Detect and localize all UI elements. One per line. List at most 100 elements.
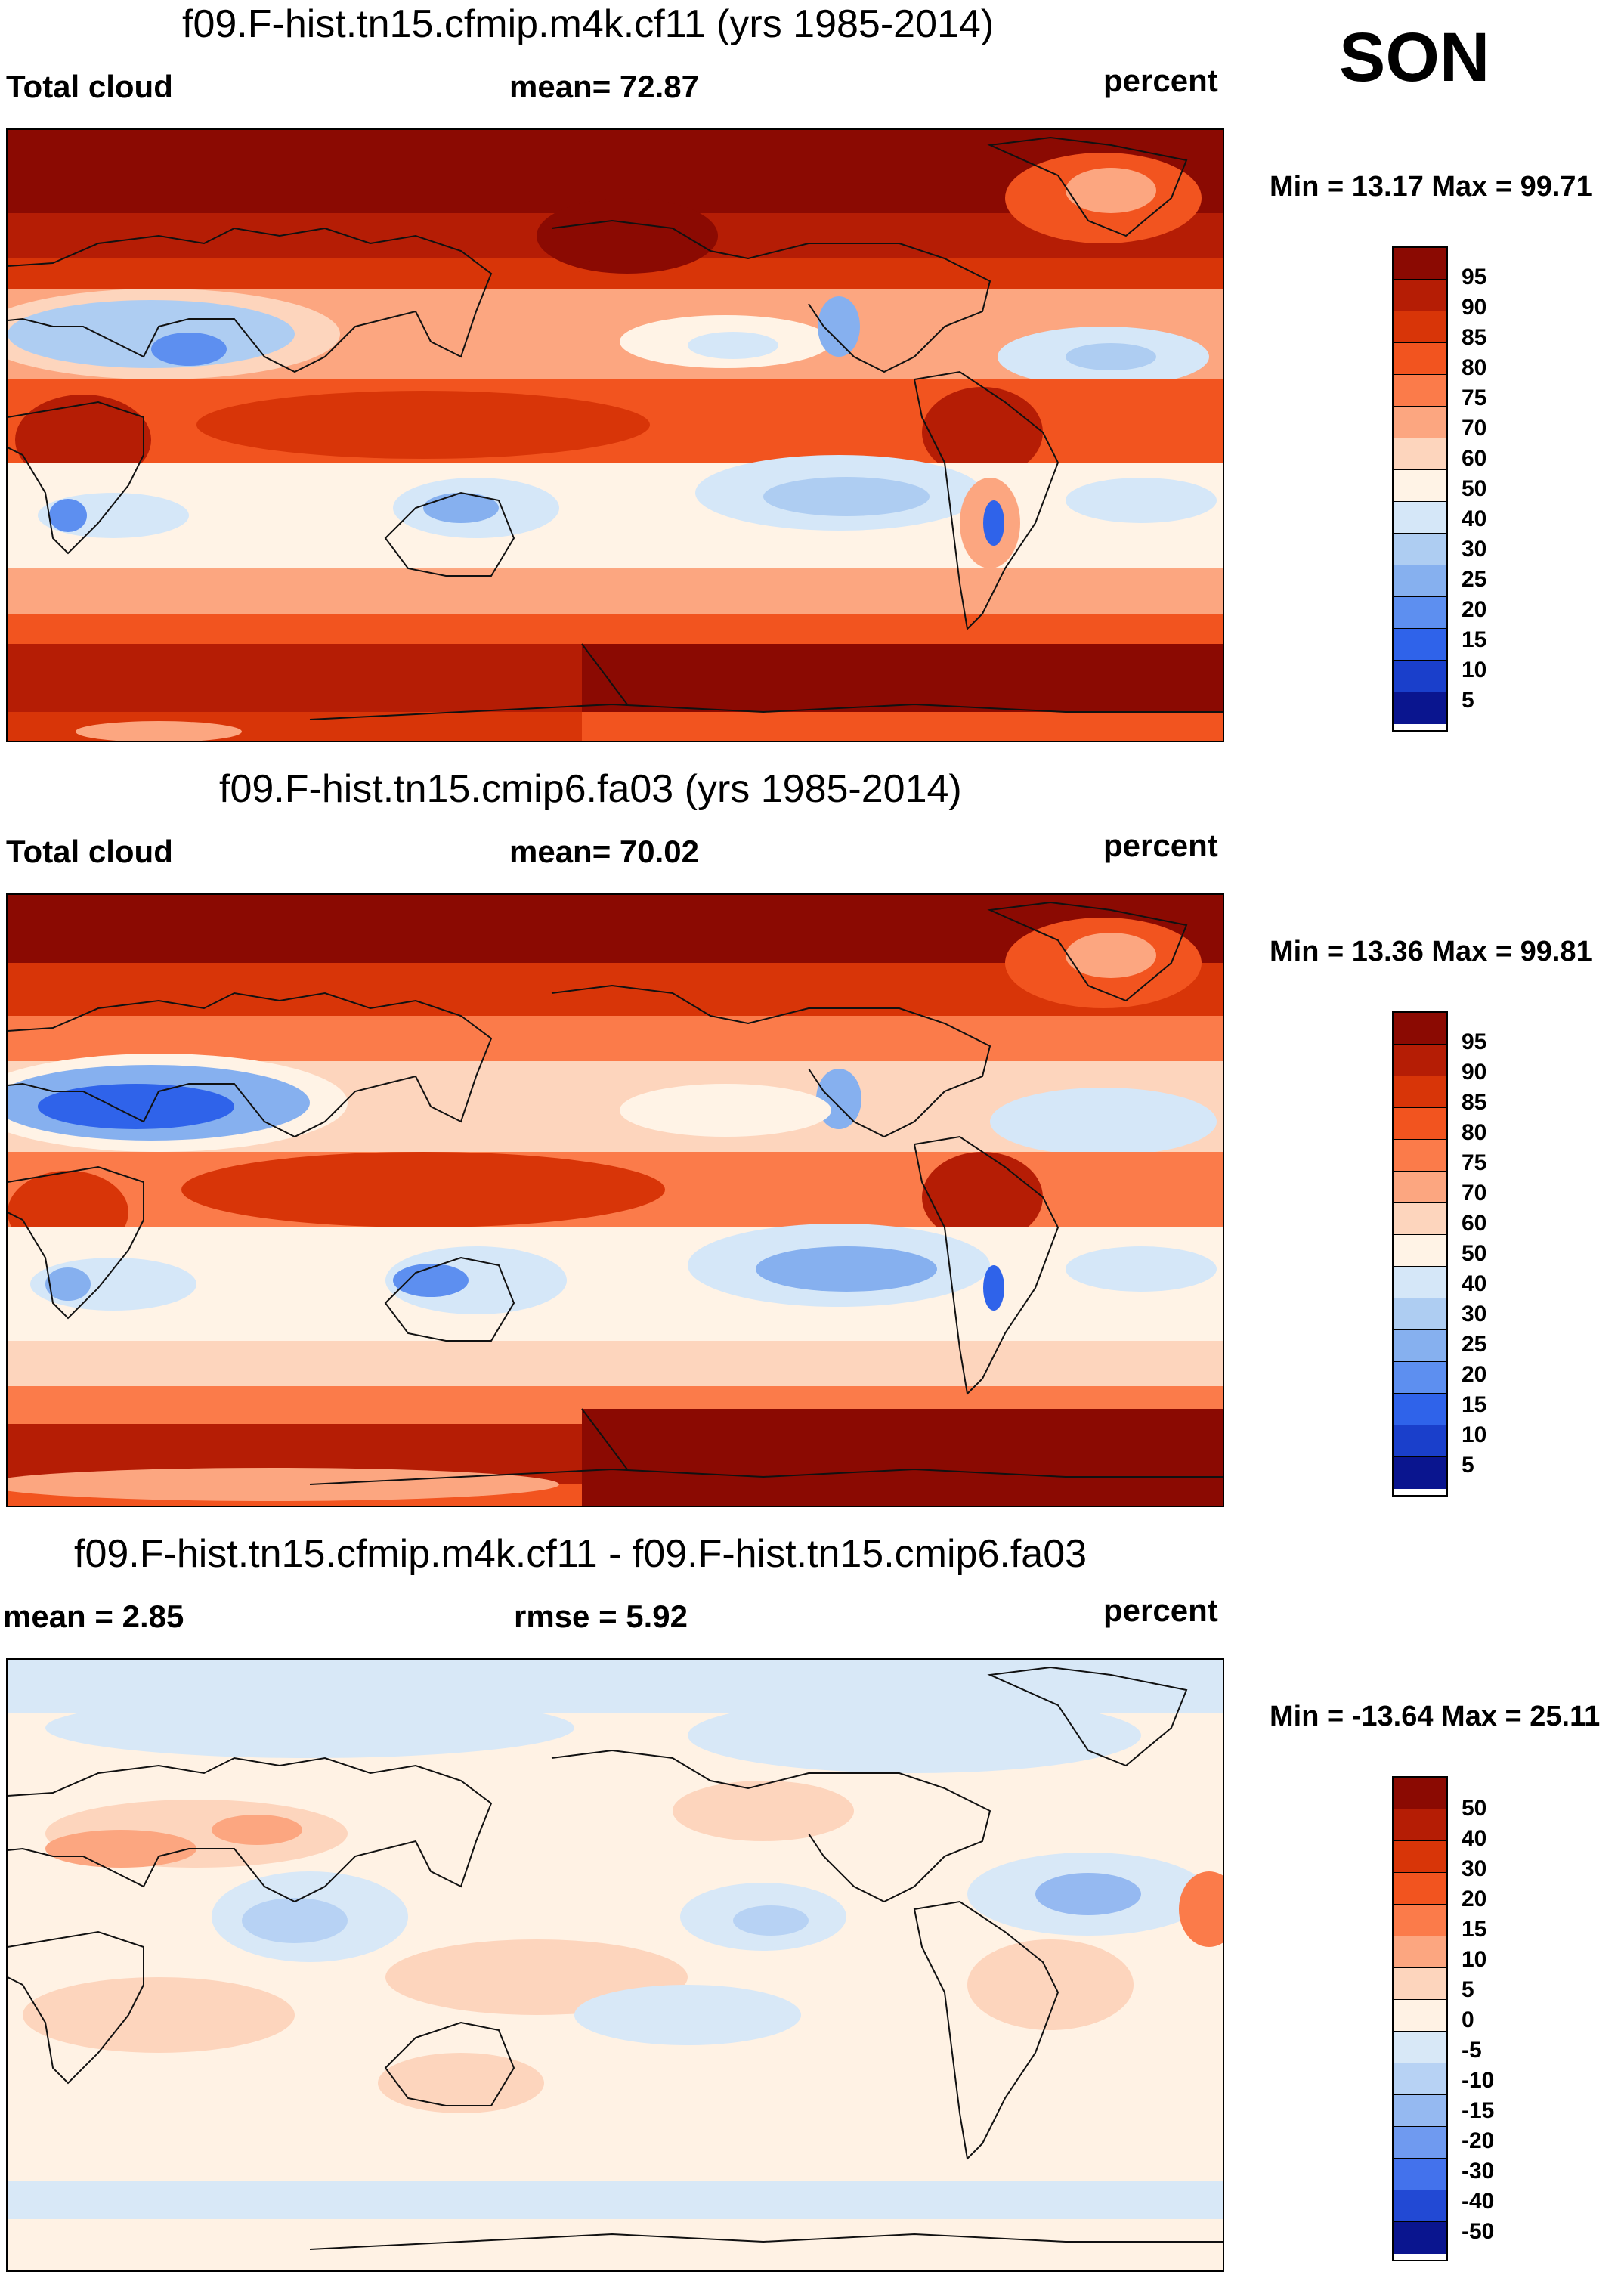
panel2-map: [6, 893, 1224, 1507]
panel1-colorbar-box: [1394, 343, 1446, 375]
panel1-colorbar: [1392, 246, 1448, 732]
panel2-colorbar-box: [1394, 1045, 1446, 1076]
panel3-colorbar-box: [1394, 2063, 1446, 2095]
colorbar-tick-label: 95: [1462, 1029, 1487, 1054]
colorbar-tick-label: 10: [1462, 658, 1487, 682]
colorbar-tick-label: 75: [1462, 1150, 1487, 1175]
colorbar-tick-label: -50: [1462, 2219, 1495, 2244]
panel2-colorbar-box: [1394, 1076, 1446, 1108]
panel2-colorbar-box: [1394, 1108, 1446, 1140]
colorbar-tick-label: 40: [1462, 1826, 1487, 1851]
panel1-colorbar-box: [1394, 280, 1446, 311]
colorbar-tick-label: 85: [1462, 325, 1487, 350]
panel3-colorbar-box: [1394, 1968, 1446, 2000]
panel1-colorbar-box: [1394, 502, 1446, 534]
panel2-units-label: percent: [1103, 828, 1218, 863]
colorbar-tick-label: -20: [1462, 2128, 1495, 2153]
panel1-variable-label: Total cloud: [6, 69, 173, 104]
panel3-mean-label: mean = 2.85: [3, 1599, 184, 1634]
panel2-colorbar-box: [1394, 1235, 1446, 1267]
panel3-colorbar-box: [1394, 2095, 1446, 2127]
colorbar-tick-label: 5: [1462, 688, 1474, 713]
panel3-colorbar-box: [1394, 1809, 1446, 1841]
panel3-colorbar-box: [1394, 2000, 1446, 2032]
panel3-colorbar-box: [1394, 1841, 1446, 1873]
panel1-colorbar-box: [1394, 407, 1446, 438]
colorbar-tick-label: 60: [1462, 446, 1487, 471]
colorbar-tick-label: 90: [1462, 295, 1487, 320]
panel1-colorbar-box: [1394, 597, 1446, 629]
panel3-map: [6, 1658, 1224, 2272]
panel2-minmax: Min = 13.36 Max = 99.81: [1270, 936, 1592, 967]
colorbar-tick-label: 20: [1462, 1887, 1487, 1911]
panel2-title: f09.F-hist.tn15.cmip6.fa03 (yrs 1985-201…: [219, 767, 962, 811]
panel3-colorbar-box: [1394, 1905, 1446, 1936]
panel1-colorbar-box: [1394, 375, 1446, 407]
panel3-colorbar-box: [1394, 2159, 1446, 2190]
panel1-colorbar-box: [1394, 692, 1446, 724]
panel3-colorbar-box: [1394, 1936, 1446, 1968]
colorbar-tick-label: 85: [1462, 1090, 1487, 1115]
colorbar-tick-label: -40: [1462, 2189, 1495, 2214]
colorbar-tick-label: 15: [1462, 1392, 1487, 1417]
colorbar-tick-label: -5: [1462, 2038, 1482, 2063]
panel1-units-label: percent: [1103, 63, 1218, 98]
panel2-colorbar-box: [1394, 1362, 1446, 1394]
panel2-colorbar-box: [1394, 1013, 1446, 1045]
colorbar-tick-label: 5: [1462, 1453, 1474, 1478]
panel3-colorbar: [1392, 1776, 1448, 2261]
panel2-colorbar-box: [1394, 1140, 1446, 1172]
colorbar-tick-label: 10: [1462, 1947, 1487, 1972]
colorbar-tick-label: 40: [1462, 506, 1487, 531]
panel2-colorbar-box: [1394, 1457, 1446, 1489]
panel2-colorbar-box: [1394, 1425, 1446, 1457]
panel3-colorbar-box: [1394, 1873, 1446, 1905]
colorbar-tick-label: 40: [1462, 1271, 1487, 1296]
colorbar-tick-label: 50: [1462, 1241, 1487, 1266]
panel1-colorbar-box: [1394, 534, 1446, 565]
colorbar-tick-label: 50: [1462, 476, 1487, 501]
season-label: SON: [1339, 19, 1490, 96]
panel2-colorbar-box: [1394, 1298, 1446, 1330]
panel1-colorbar-box: [1394, 438, 1446, 470]
panel3-minmax: Min = -13.64 Max = 25.11: [1270, 1701, 1601, 1732]
panel1-colorbar-box: [1394, 470, 1446, 502]
colorbar-tick-label: 0: [1462, 2007, 1474, 2032]
colorbar-tick-label: -15: [1462, 2098, 1495, 2123]
panel2-variable-label: Total cloud: [6, 834, 173, 869]
panel2-colorbar-box: [1394, 1330, 1446, 1362]
panel1-map: [6, 128, 1224, 742]
colorbar-tick-label: 50: [1462, 1796, 1487, 1821]
panel2-colorbar-box: [1394, 1267, 1446, 1298]
panel1-minmax: Min = 13.17 Max = 99.71: [1270, 171, 1592, 203]
colorbar-tick-label: 25: [1462, 567, 1487, 592]
panel3-colorbar-box: [1394, 2127, 1446, 2159]
panel2-colorbar: [1392, 1011, 1448, 1497]
colorbar-tick-label: 25: [1462, 1332, 1487, 1357]
colorbar-tick-label: 20: [1462, 597, 1487, 622]
colorbar-tick-label: 30: [1462, 1856, 1487, 1881]
panel1-mean-label: mean= 72.87: [509, 69, 700, 104]
colorbar-tick-label: 30: [1462, 537, 1487, 562]
panel2-colorbar-box: [1394, 1172, 1446, 1203]
panel1-colorbar-box: [1394, 311, 1446, 343]
panel1-title: f09.F-hist.tn15.cfmip.m4k.cf11 (yrs 1985…: [182, 2, 995, 46]
panel3-colorbar-box: [1394, 2222, 1446, 2254]
panel3-units-label: percent: [1103, 1592, 1218, 1628]
colorbar-tick-label: -30: [1462, 2159, 1495, 2184]
colorbar-tick-label: 70: [1462, 1181, 1487, 1206]
colorbar-tick-label: 10: [1462, 1422, 1487, 1447]
panel3-colorbar-box: [1394, 2032, 1446, 2063]
panel2-colorbar-box: [1394, 1394, 1446, 1425]
colorbar-tick-label: 70: [1462, 416, 1487, 441]
colorbar-tick-label: -10: [1462, 2068, 1495, 2093]
colorbar-tick-label: 5: [1462, 1977, 1474, 2002]
colorbar-tick-label: 75: [1462, 385, 1487, 410]
panel2-colorbar-box: [1394, 1203, 1446, 1235]
panel1-colorbar-box: [1394, 248, 1446, 280]
colorbar-tick-label: 95: [1462, 265, 1487, 289]
colorbar-tick-label: 20: [1462, 1362, 1487, 1387]
panel1-colorbar-box: [1394, 661, 1446, 692]
colorbar-tick-label: 30: [1462, 1302, 1487, 1326]
colorbar-tick-label: 80: [1462, 355, 1487, 380]
